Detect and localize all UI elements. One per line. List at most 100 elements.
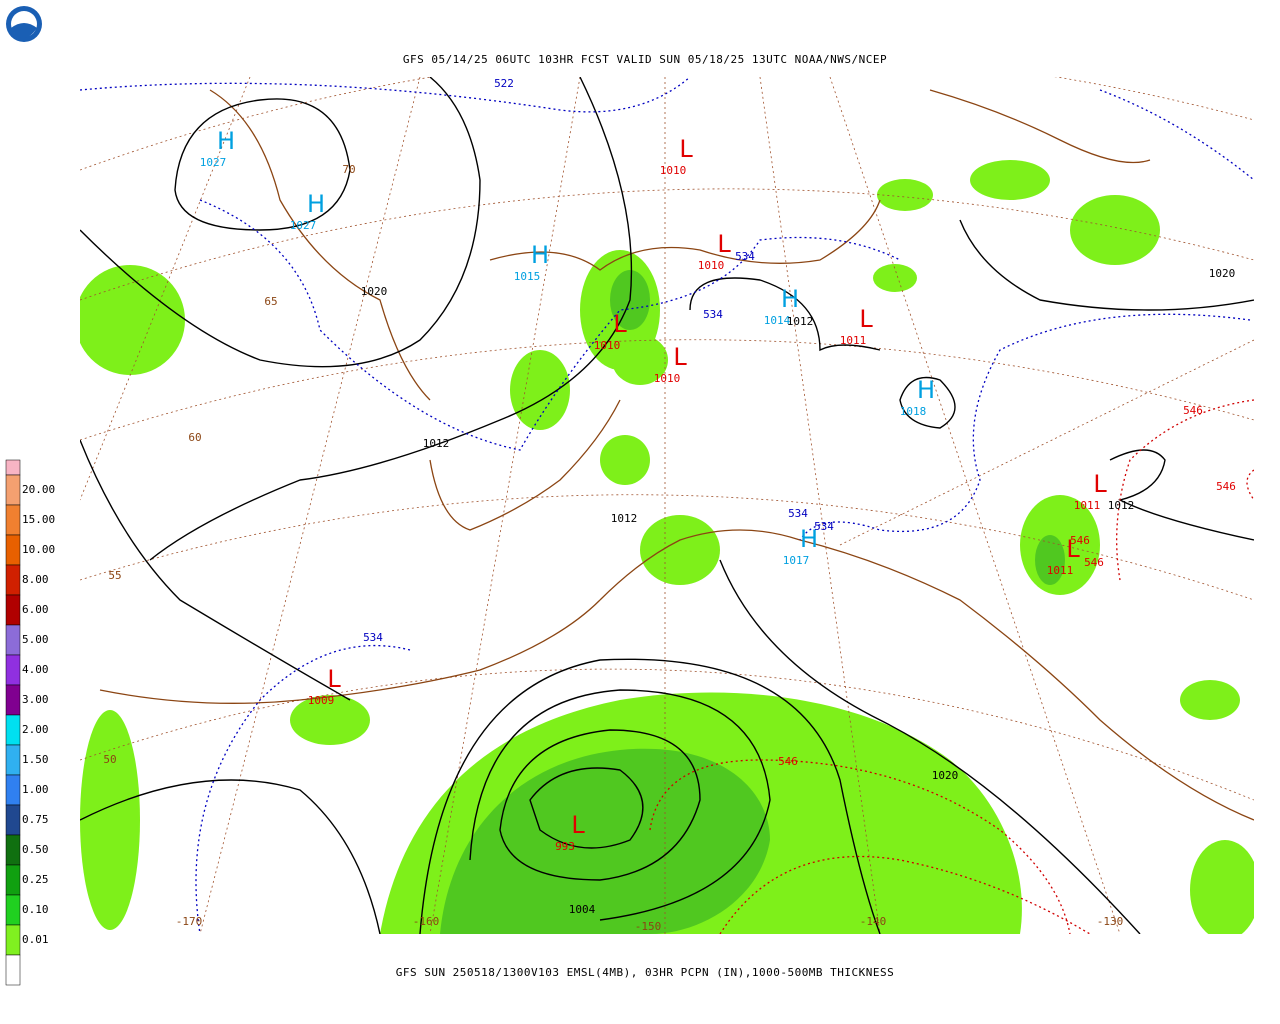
grid-label: -140 [860,915,887,928]
thickness-label: 546 [1070,534,1090,547]
legend-label: 8.00 [22,573,49,586]
low-value: 1011 [840,334,867,347]
legend-swatch [5,744,21,776]
low-value: 993 [555,840,575,853]
precipitation-heavy [440,270,1065,934]
legend-label: 10.00 [22,543,55,556]
isobar-label: 1004 [569,903,596,916]
legend-label: 6.00 [22,603,49,616]
grid-label: -150 [635,920,662,933]
high-value: 1017 [783,554,810,567]
low-symbol: L [1066,535,1080,563]
high-symbol: H [307,190,325,218]
legend-label: 2.00 [22,723,49,736]
thickness-label: 534 [814,520,834,533]
map-caption: GFS SUN 250518/1300V103 EMSL(4MB), 03HR … [396,966,895,979]
low-symbol: L [717,230,731,258]
thickness-label: 546 [778,755,798,768]
thickness-label: 534 [703,308,723,321]
map-title: GFS 05/14/25 06UTC 103HR FCST VALID SUN … [403,53,887,66]
high-symbol: H [781,285,799,313]
isobar-label: 1012 [787,315,814,328]
legend-swatch [5,534,21,566]
grid-label: 60 [188,431,201,444]
legend-swatch [5,894,21,926]
legend-swatch [5,954,21,986]
thickness-label: 534 [735,250,755,263]
thickness-label: 522 [494,77,514,90]
legend-label: 0.50 [22,843,49,856]
high-value: 1014 [764,314,791,327]
legend-label: 1.50 [22,753,49,766]
isobar-label: 1020 [361,285,388,298]
grid-label: 55 [108,569,121,582]
legend-swatch [5,684,21,716]
lat-lon-grid [80,77,1254,934]
legend-label: 3.00 [22,693,49,706]
coastlines [99,89,1254,821]
legend-swatch [5,474,21,506]
isobar-label: 1020 [1209,267,1236,280]
isobar-label: 1012 [1108,499,1135,512]
high-symbol: H [917,376,935,404]
legend-label: 15.00 [22,513,55,526]
legend-swatch [5,924,21,956]
thickness-label: 534 [788,507,808,520]
low-value: 1010 [698,259,725,272]
low-symbol: L [673,343,687,371]
legend-swatch [5,804,21,836]
grid-label: -130 [1097,915,1124,928]
legend-label: 4.00 [22,663,49,676]
thickness-label: 546 [1216,480,1236,493]
high-value: 1018 [900,405,927,418]
grid-label: 70 [342,163,355,176]
low-symbol: L [859,305,873,333]
legend-swatch [5,714,21,746]
noaa-logo [6,6,42,42]
legend-swatch [5,459,21,476]
thickness-546 [649,399,1254,934]
high-value: 1027 [290,219,317,232]
isobar-label: 1012 [423,437,450,450]
grid-label: -170 [176,915,203,928]
isobar-label: 1020 [932,769,959,782]
legend-label: 20.00 [22,483,55,496]
high-symbol: H [217,127,235,155]
legend-swatch [5,504,21,536]
thickness-label: 534 [363,631,383,644]
high-value: 1027 [200,156,227,169]
low-symbol: L [679,135,693,163]
low-symbol: L [571,811,585,839]
low-value: 1010 [660,164,687,177]
legend-label: 1.00 [22,783,49,796]
legend-label: 0.75 [22,813,49,826]
legend-label: 0.10 [22,903,49,916]
low-symbol: L [1093,470,1107,498]
legend-label: 0.25 [22,873,49,886]
isobars [80,77,1254,934]
low-value: 1010 [654,372,681,385]
low-value: 1010 [594,339,621,352]
high-symbol: H [800,525,818,553]
thickness-label: 546 [1183,404,1203,417]
legend-label: 0.01 [22,933,49,946]
legend-swatch [5,654,21,686]
low-symbol: L [613,310,627,338]
thickness-label: 546 [1084,556,1104,569]
legend-swatch [5,594,21,626]
legend-swatch [5,864,21,896]
legend-swatch [5,624,21,656]
map-area [80,77,1254,934]
legend-label: 5.00 [22,633,49,646]
low-value: 1011 [1047,564,1074,577]
low-value: 1011 [1074,499,1101,512]
low-symbol: L [327,665,341,693]
low-value: 1009 [308,694,335,707]
legend-swatch [5,834,21,866]
high-value: 1015 [514,270,541,283]
legend-swatch [5,774,21,806]
grid-label: 50 [103,753,116,766]
grid-label: 65 [264,295,277,308]
